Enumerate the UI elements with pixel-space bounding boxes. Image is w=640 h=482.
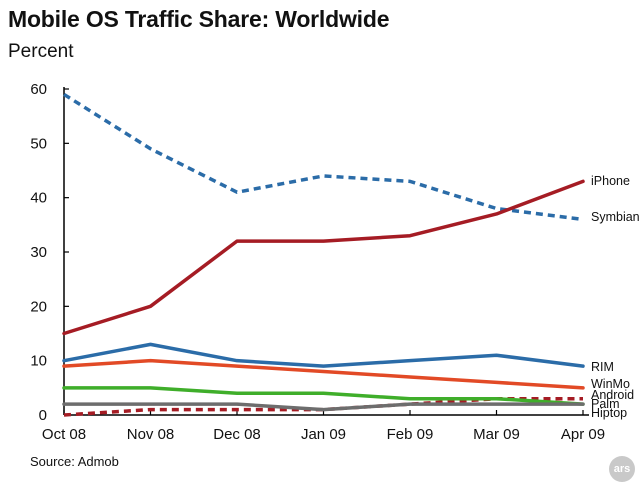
y-tick-label: 30 (30, 244, 47, 261)
chart-title: Mobile OS Traffic Share: Worldwide (8, 6, 390, 32)
series-line-rim (62, 342, 585, 368)
series-label-hiptop: Hiptop (591, 406, 627, 420)
y-tick-label: 60 (30, 81, 47, 98)
series-label-android: Android (591, 388, 634, 402)
series-line-symbian (63, 92, 584, 222)
series-label-winmo: WinMo (591, 377, 630, 391)
source-note: Source: Admob (30, 454, 119, 469)
y-tick-label: 50 (30, 135, 47, 152)
ars-logo-badge: ars (609, 456, 635, 482)
series-label-symbian: Symbian (591, 210, 640, 224)
x-tick-label: Jan 09 (301, 426, 346, 443)
y-tick-label: 20 (30, 298, 47, 315)
chart-subtitle: Percent (8, 41, 74, 62)
series-line-hiptop (62, 402, 585, 412)
series-line-winmo (62, 358, 585, 390)
series-label-iphone: iPhone (591, 174, 630, 188)
series-label-palm: Palm (591, 397, 619, 411)
x-tick-label: Mar 09 (473, 426, 520, 443)
x-tick-label: Apr 09 (561, 426, 605, 443)
x-tick-label: Nov 08 (127, 426, 175, 443)
x-tick-label: Feb 09 (387, 426, 434, 443)
series-label-rim: RIM (591, 360, 614, 374)
y-tick-label: 10 (30, 353, 47, 370)
series-line-palm (62, 386, 585, 406)
y-tick-label: 0 (39, 407, 47, 424)
series-line-iphone (62, 179, 585, 336)
y-tick-label: 40 (30, 190, 47, 207)
x-tick-label: Oct 08 (42, 426, 86, 443)
x-tick-label: Dec 08 (213, 426, 261, 443)
